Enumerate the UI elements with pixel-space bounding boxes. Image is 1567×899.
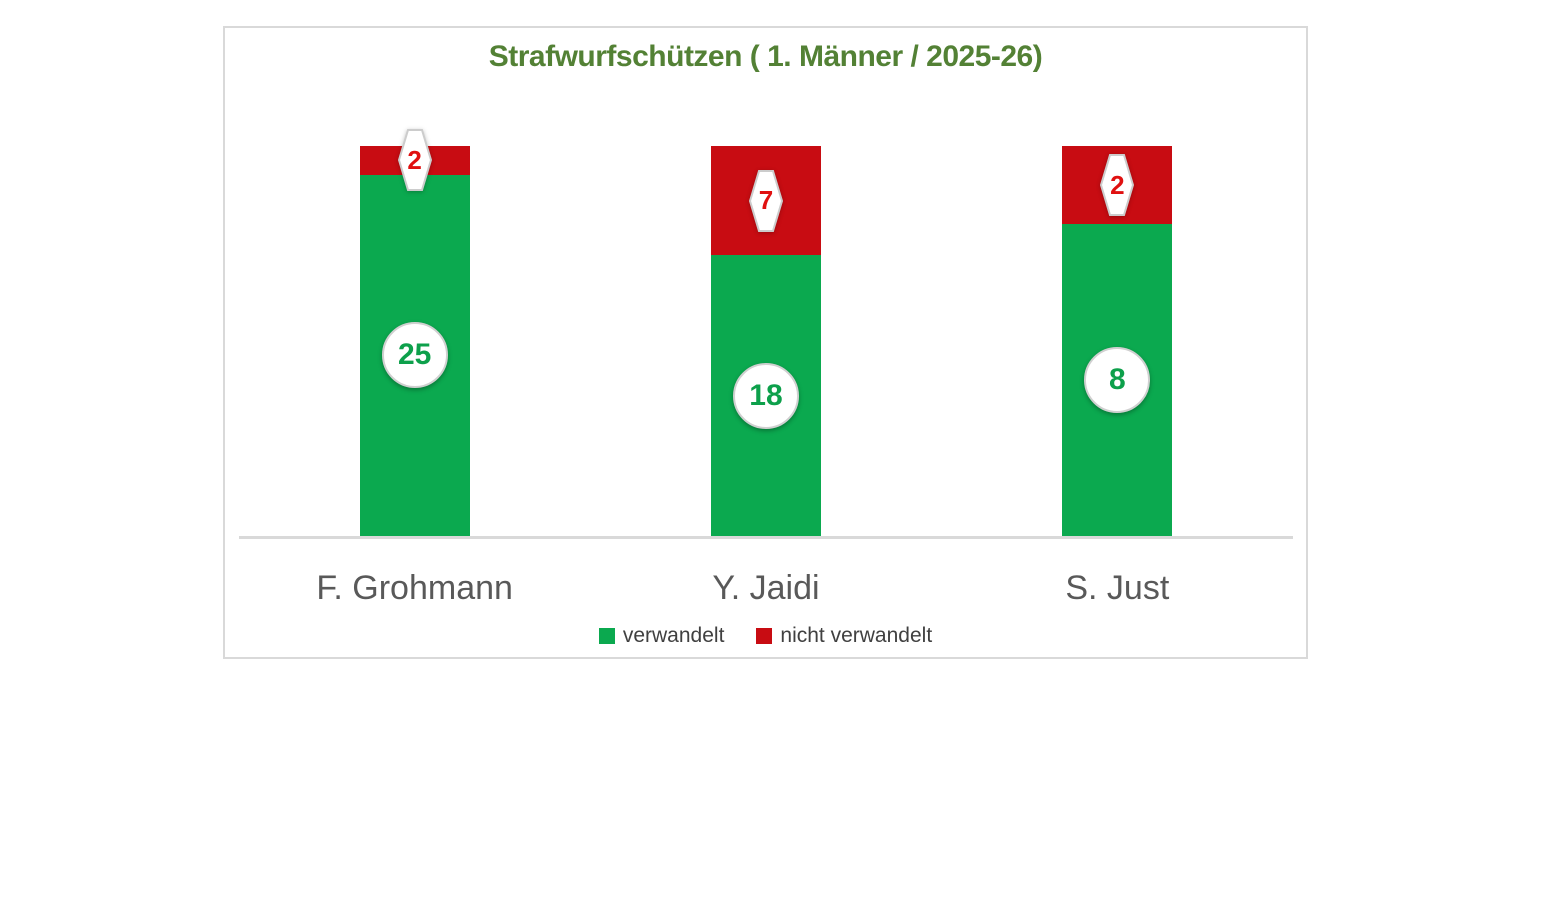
data-label-verwandelt: 8 xyxy=(1084,347,1151,413)
legend-item-nicht-verwandelt: nicht verwandelt xyxy=(756,624,932,648)
hexagon-shape-icon xyxy=(748,169,783,232)
data-label-value: 2 xyxy=(1110,169,1125,200)
data-label-verwandelt: 18 xyxy=(732,362,799,429)
data-label-nicht-verwandelt: 2 xyxy=(397,129,432,192)
data-label-nicht-verwandelt: 2 xyxy=(1100,154,1135,216)
chart-container: Strafwurfschützen ( 1. Männer / 2025-26)… xyxy=(223,26,1308,659)
bar-slot-f-grohmann: 25 2 xyxy=(239,129,590,536)
hexagon-shape-icon xyxy=(397,129,432,192)
category-label-y-jaidi: Y. Jaidi xyxy=(712,569,820,607)
legend-label-verwandelt: verwandelt xyxy=(622,624,725,647)
bar-y-jaidi: 18 7 xyxy=(710,146,821,536)
chart-title: Strafwurfschützen ( 1. Männer / 2025-26) xyxy=(488,40,1043,73)
category-label-f-grohmann: F. Grohmann xyxy=(316,569,513,607)
category-axis: F. Grohmann Y. Jaidi S. Just xyxy=(239,568,1293,608)
legend-swatch-nicht-verwandelt-icon xyxy=(756,628,773,644)
category-label-s-just: S. Just xyxy=(1065,569,1170,607)
bar-slot-y-jaidi: 18 7 xyxy=(590,146,941,536)
data-label-value: 7 xyxy=(758,185,774,216)
legend-label-nicht-verwandelt: nicht verwandelt xyxy=(780,624,933,647)
data-label-verwandelt: 25 xyxy=(381,322,448,389)
data-label-value: 2 xyxy=(407,144,422,175)
x-axis-line xyxy=(239,536,1293,539)
hexagon-shape-icon xyxy=(1100,154,1135,216)
plot-area: 25 2 18 7 8 2 xyxy=(239,129,1293,536)
legend-item-verwandelt: verwandelt xyxy=(598,624,725,648)
legend-swatch-verwandelt-icon xyxy=(598,628,615,644)
legend: verwandelt nicht verwandelt xyxy=(225,624,1306,648)
bar-f-grohmann: 25 2 xyxy=(359,129,470,536)
data-label-nicht-verwandelt: 7 xyxy=(748,169,783,232)
